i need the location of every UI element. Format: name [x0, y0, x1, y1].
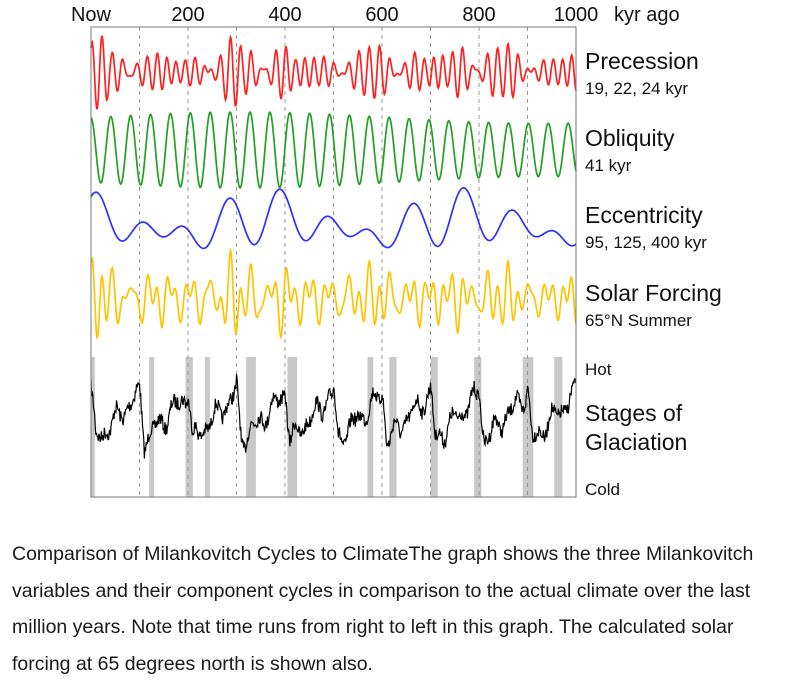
x-tick-label: 600 [365, 4, 398, 26]
gridlines [139, 27, 528, 497]
series-subtitle-solar-forcing: 65°N Summer [585, 311, 692, 330]
series-label-obliquity: Obliquity [585, 125, 675, 151]
series-label-glaciation: Stages of Glaciation [585, 400, 689, 455]
glaciation-line [90, 374, 577, 459]
series-lines [90, 34, 577, 459]
plot-frame [90, 26, 577, 498]
precession-line [90, 34, 577, 110]
x-tick-label: 800 [462, 4, 495, 26]
obliquity-line [90, 110, 577, 190]
figure-caption: Comparison of Milankovitch Cycles to Cli… [12, 543, 754, 675]
solar-forcing-line [90, 247, 577, 340]
interglacial-band [185, 357, 193, 497]
milankovitch-chart: Now 200 400 600 800 1000 kyr ago Precession 1… [71, 4, 722, 499]
interglacial-band [246, 357, 256, 497]
eccentricity-line [90, 187, 577, 250]
series-label-precession: Precession [585, 48, 699, 74]
x-axis-unit: kyr ago [614, 4, 680, 26]
series-label-glaciation-line-1: Stages of [585, 400, 683, 426]
interglacial-band [474, 357, 482, 497]
x-tick-label: Now [71, 4, 112, 26]
glaciation-hot-label: Hot [585, 360, 612, 379]
x-tick-label: 1000 [554, 4, 599, 26]
interglacial-band [367, 357, 374, 497]
interglacial-band [91, 357, 95, 497]
interglacial-band [554, 357, 563, 497]
x-tick-label: 400 [268, 4, 301, 26]
x-axis-ticks: Now 200 400 600 800 1000 [71, 4, 598, 26]
series-subtitle-obliquity: 41 kyr [585, 156, 632, 175]
series-label-solar-forcing: Solar Forcing [585, 280, 722, 306]
x-tick-label: 200 [171, 4, 204, 26]
series-subtitle-eccentricity: 95, 125, 400 kyr [585, 233, 707, 252]
series-label-glaciation-line-2: Glaciation [585, 429, 687, 455]
series-label-eccentricity: Eccentricity [585, 202, 703, 228]
series-subtitle-precession: 19, 22, 24 kyr [585, 79, 688, 98]
glaciation-cold-label: Cold [585, 480, 620, 499]
